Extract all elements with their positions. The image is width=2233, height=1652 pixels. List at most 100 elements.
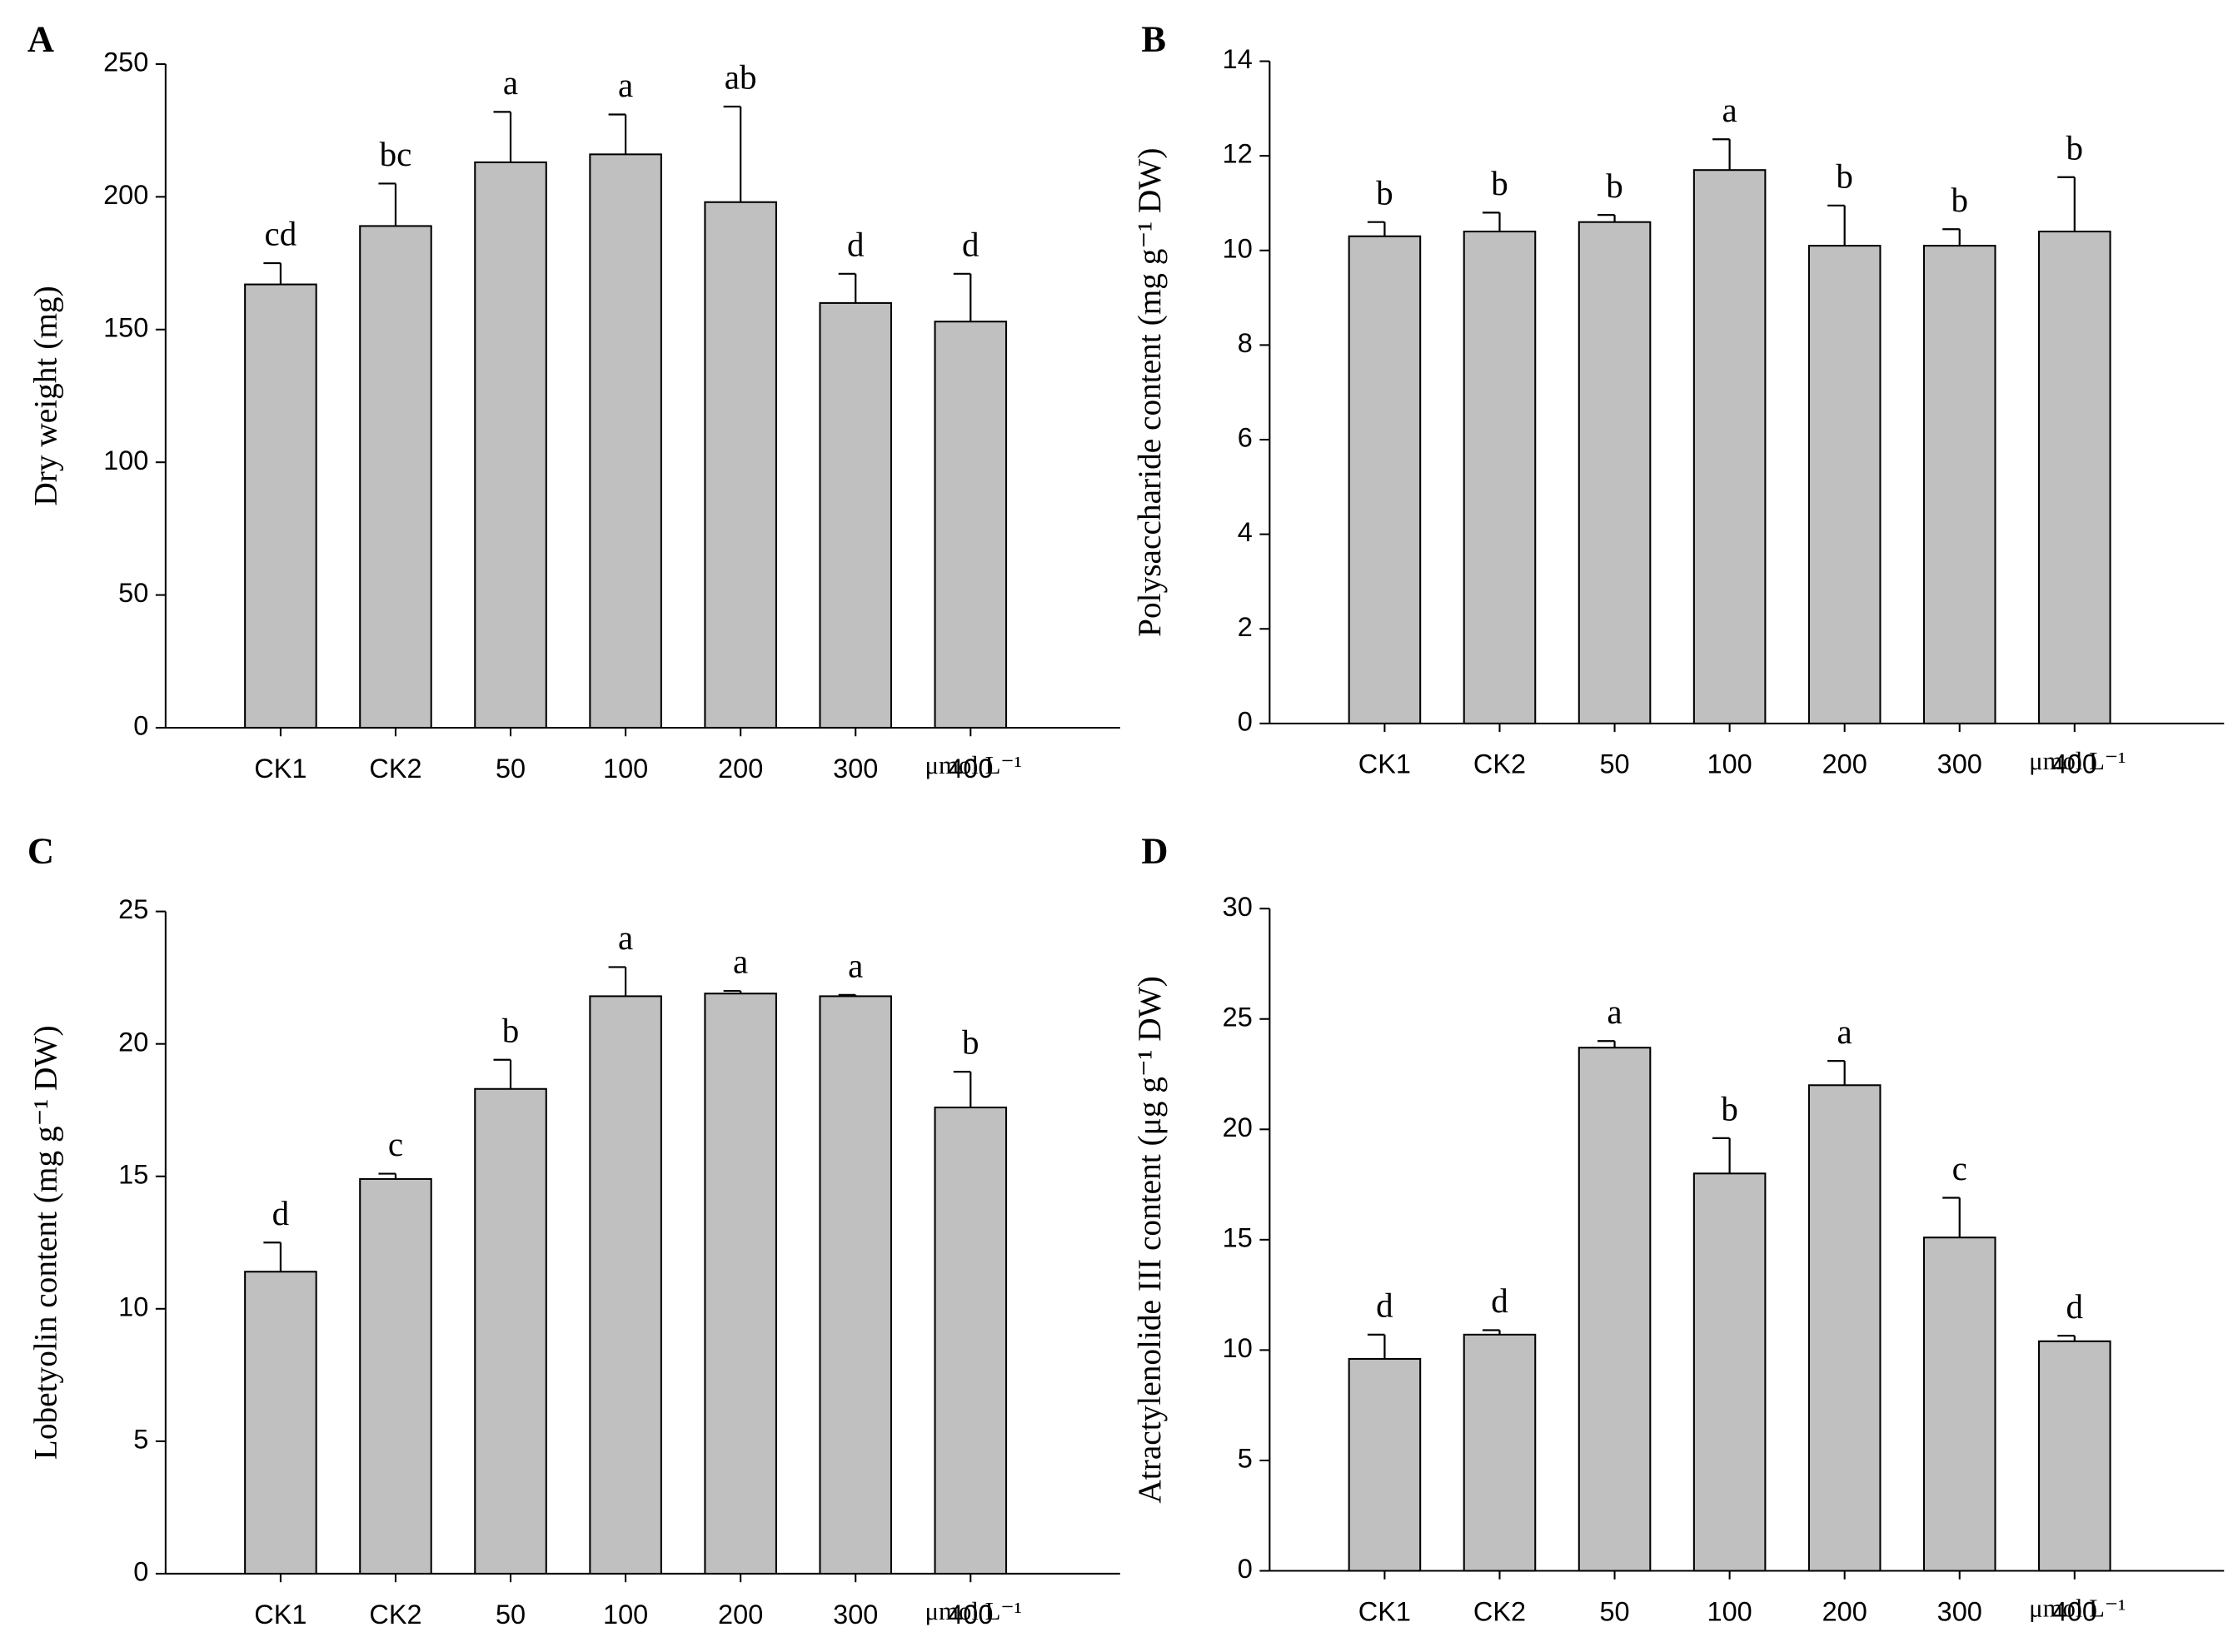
error-bar <box>838 993 857 997</box>
bar <box>474 1087 547 1575</box>
y-tick-label: 20 <box>1223 1112 1253 1142</box>
bar <box>704 993 777 1575</box>
y-tick-label: 25 <box>118 894 148 924</box>
y-tick-label: 4 <box>1238 517 1253 547</box>
significance-label: ab <box>725 58 757 97</box>
x-tick-label: 50 <box>1599 749 1629 779</box>
y-tick-label: 5 <box>1238 1444 1253 1474</box>
error-bar <box>723 989 742 994</box>
significance-label: d <box>1376 1286 1393 1324</box>
significance-label: bc <box>380 135 412 173</box>
y-tick-label: 6 <box>1238 423 1253 453</box>
y-tick-label: 10 <box>118 1291 148 1321</box>
y-tick-label: 12 <box>1223 139 1253 169</box>
panel: C Lobetyolin content (mg g⁻¹ DW) 0 5 10 15 20 2… <box>27 829 1120 1630</box>
significance-label: b <box>2066 128 2084 167</box>
error-bar <box>1712 138 1731 171</box>
x-tick-label: CK2 <box>1473 749 1526 779</box>
x-tick-label: CK2 <box>369 1600 421 1630</box>
bar <box>1692 169 1767 724</box>
x-tick-label: 200 <box>1822 1596 1867 1626</box>
panel: A Dry weight (mg) 0 50 100 150 200 250 CK1 cd CK2 b… <box>27 18 1120 784</box>
bar <box>1922 245 1996 724</box>
significance-label: a <box>618 918 633 957</box>
significance-label: cd <box>265 215 297 253</box>
significance-label: a <box>733 943 748 981</box>
y-tick-label: 100 <box>103 445 148 475</box>
error-bar <box>378 182 397 226</box>
bar <box>1578 1047 1652 1572</box>
significance-label: b <box>1491 164 1508 202</box>
bar <box>474 161 547 729</box>
y-tick-label: 14 <box>1223 44 1253 74</box>
bar <box>1807 1084 1882 1572</box>
x-tick-label: 50 <box>496 754 526 784</box>
error-bar <box>1942 1197 1961 1238</box>
y-tick-label: 0 <box>1238 1554 1253 1584</box>
y-tick-label: 150 <box>103 312 148 342</box>
bar <box>244 283 317 729</box>
significance-label: b <box>502 1011 520 1049</box>
x-tick-label: 200 <box>718 754 763 784</box>
bar <box>359 1177 432 1575</box>
bar <box>1463 1333 1537 1572</box>
panel: D Atractylenolide III content (μg g⁻¹ DW)… <box>1131 829 2225 1626</box>
significance-label: d <box>2066 1287 2084 1326</box>
panel: B Polysaccharide content (mg g⁻¹ DW) 0 2 4 6 8… <box>1131 18 2225 779</box>
significance-label: d <box>1491 1281 1508 1320</box>
significance-label: d <box>272 1194 290 1232</box>
significance-label: c <box>388 1125 403 1163</box>
bar <box>1348 1357 1422 1572</box>
bar <box>589 995 662 1575</box>
error-bar <box>1712 1137 1731 1174</box>
y-tick-label: 0 <box>133 711 148 741</box>
significance-label: a <box>1837 1013 1852 1051</box>
bar <box>1348 235 1422 724</box>
x-tick-label: CK1 <box>1358 1596 1411 1626</box>
panel-label: B <box>1141 18 1166 60</box>
significance-label: d <box>962 225 979 263</box>
error-bar <box>1597 214 1616 222</box>
x-unit-label: μmol L⁻¹ <box>2029 747 2126 775</box>
error-bar <box>493 111 512 162</box>
error-bar <box>1827 204 1846 246</box>
x-tick-label: 100 <box>603 754 648 784</box>
y-axis-title: Dry weight (mg) <box>27 286 64 505</box>
bar <box>1692 1172 1767 1572</box>
error-bar <box>1597 1040 1616 1048</box>
y-tick-label: 5 <box>133 1424 148 1454</box>
y-tick-label: 2 <box>1238 612 1253 642</box>
bar <box>359 225 432 729</box>
x-tick-label: 400 <box>948 754 993 784</box>
y-tick-label: 15 <box>118 1159 148 1189</box>
error-bar <box>1482 211 1501 232</box>
significance-label: a <box>1607 993 1622 1031</box>
significance-label: b <box>1606 167 1623 205</box>
bar <box>934 321 1008 729</box>
bar <box>1922 1237 1996 1572</box>
x-tick-label: 300 <box>1937 749 1982 779</box>
error-bar <box>263 261 282 285</box>
x-tick-label: CK2 <box>1473 1596 1526 1626</box>
significance-label: a <box>848 946 863 984</box>
y-tick-label: 10 <box>1223 1333 1253 1363</box>
bar <box>1578 221 1652 724</box>
x-tick-label: 50 <box>1599 1596 1629 1626</box>
bar <box>1463 231 1537 724</box>
error-bar <box>1942 228 1961 246</box>
x-unit-label: μmol L⁻¹ <box>2029 1594 2126 1622</box>
y-tick-label: 200 <box>103 180 148 210</box>
x-tick-label: 300 <box>833 1600 878 1630</box>
error-bar <box>838 272 857 303</box>
x-tick-label: 200 <box>1822 749 1867 779</box>
significance-label: a <box>503 63 518 102</box>
y-tick-label: 250 <box>103 47 148 77</box>
x-unit-label: μmol L⁻¹ <box>925 751 1022 779</box>
error-bar <box>493 1058 512 1089</box>
bar <box>2038 231 2111 724</box>
y-tick-label: 0 <box>1238 706 1253 736</box>
x-tick-label: CK1 <box>1358 749 1411 779</box>
y-tick-label: 50 <box>118 578 148 608</box>
